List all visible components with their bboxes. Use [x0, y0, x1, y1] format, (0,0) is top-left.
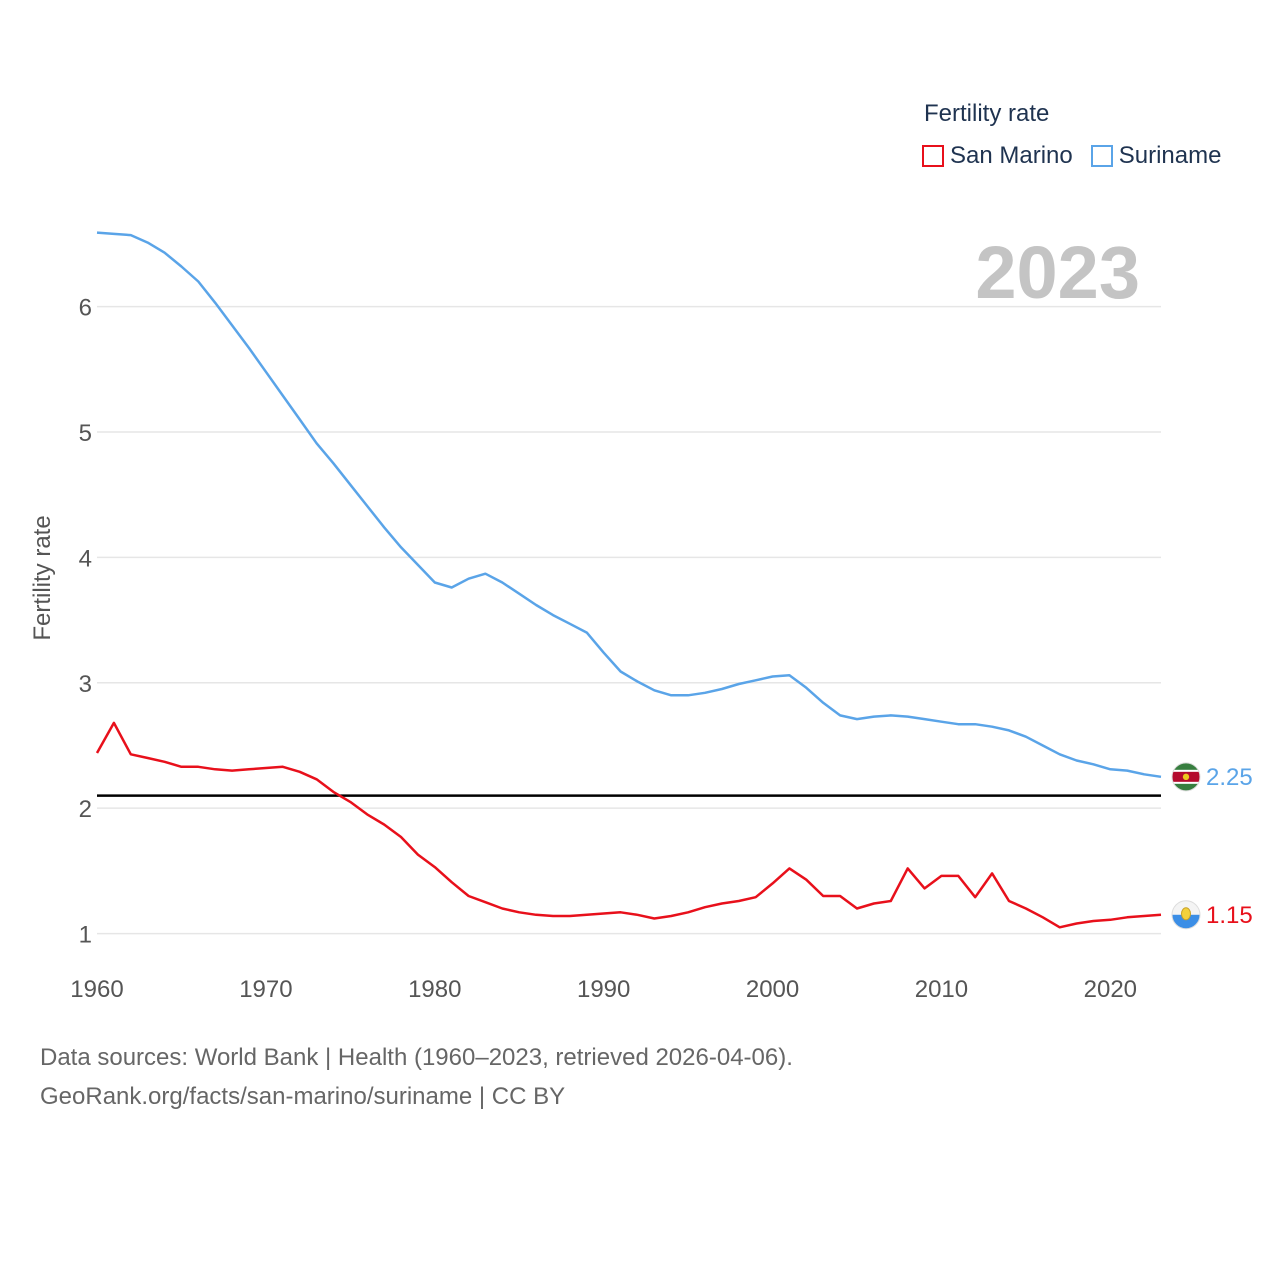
legend-item-suriname[interactable]: Suriname	[1090, 142, 1222, 170]
end-label-suriname: 2.25	[1206, 764, 1253, 791]
x-tick-label: 2020	[1084, 976, 1137, 1003]
y-tick-label: 6	[79, 295, 92, 322]
x-tick-label: 1960	[70, 976, 123, 1003]
legend-item-san-marino[interactable]: San Marino	[922, 142, 1073, 170]
legend-label-suriname: Suriname	[1118, 142, 1222, 169]
series-line-san-marino	[95, 721, 1162, 929]
x-tick-label: 2000	[746, 976, 799, 1003]
y-tick-label: 2	[79, 796, 92, 823]
footer-source: Data sources: World Bank | Health (1960–…	[40, 1044, 793, 1071]
flag-icon-suriname	[1171, 762, 1201, 792]
legend: San Marino Suriname	[922, 142, 1239, 170]
legend-label-san-marino: San Marino	[950, 142, 1073, 169]
y-tick-label: 5	[79, 420, 92, 447]
y-tick-label: 3	[79, 671, 92, 698]
y-tick-label: 1	[79, 922, 92, 949]
x-tick-label: 1990	[577, 976, 630, 1003]
series-line-suriname	[96, 231, 1162, 779]
y-axis-label: Fertility rate	[29, 515, 56, 640]
footer-link[interactable]: GeoRank.org/facts/san-marino/suriname | …	[40, 1083, 566, 1110]
y-tick-label: 4	[79, 545, 92, 572]
x-tick-label: 1980	[408, 976, 461, 1003]
flag-icon-san-marino	[1171, 900, 1201, 930]
x-tick-label: 1970	[239, 976, 292, 1003]
legend-swatch-san-marino	[922, 145, 944, 167]
x-tick-label: 2010	[915, 976, 968, 1003]
legend-title: Fertility rate	[924, 100, 1050, 127]
end-label-san-marino: 1.15	[1206, 902, 1253, 929]
year-badge: 2023	[975, 231, 1140, 314]
legend-swatch-suriname	[1090, 145, 1113, 167]
